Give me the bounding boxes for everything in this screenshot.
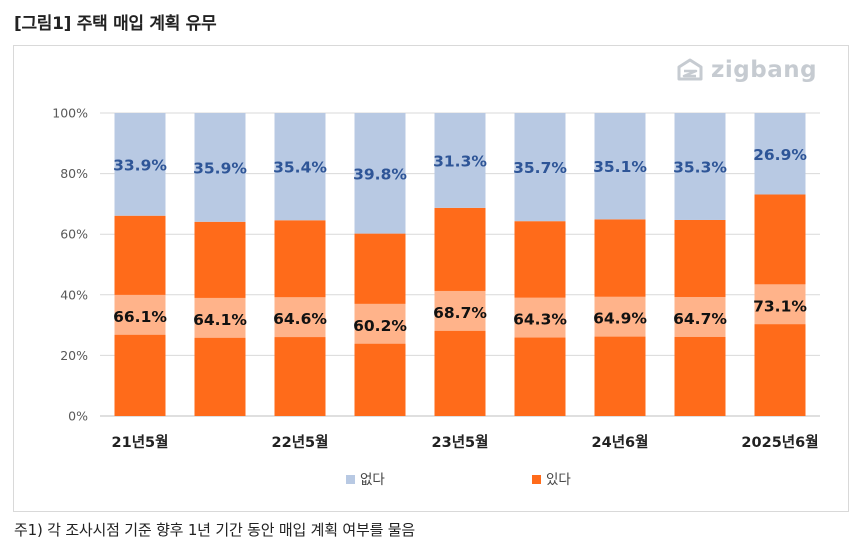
data-label-있다: 64.7% — [673, 310, 727, 328]
data-label-있다: 68.7% — [433, 304, 487, 322]
label-highlight-band — [674, 296, 726, 337]
data-label-없다: 26.9% — [753, 146, 807, 164]
bar-segment-없다 — [594, 113, 646, 220]
data-label-없다: 31.3% — [433, 152, 487, 170]
x-tick-label: 24년6월 — [592, 434, 649, 451]
data-label-없다: 35.9% — [193, 159, 247, 177]
data-label-없다: 35.7% — [513, 159, 567, 177]
label-highlight-band — [594, 296, 646, 337]
label-highlight-band — [194, 297, 246, 338]
data-label-있다: 66.1% — [113, 308, 167, 326]
figure-title: [그림1] 주택 매입 계획 유무 — [14, 14, 217, 34]
x-tick-label: 2025년6월 — [741, 434, 818, 451]
y-tick-label: 20% — [60, 348, 88, 363]
brand-logo: zigbang — [675, 57, 817, 83]
y-tick-label: 0% — [68, 409, 88, 424]
zigbang-logo-icon — [677, 58, 703, 81]
x-tick-label: 21년5월 — [112, 434, 169, 451]
data-label-있다: 64.6% — [273, 310, 327, 328]
data-label-없다: 35.3% — [673, 158, 727, 176]
y-tick-label: 60% — [60, 227, 88, 242]
x-tick-label: 22년5월 — [272, 434, 329, 451]
bar-segment-없다 — [514, 113, 566, 222]
data-label-없다: 39.8% — [353, 165, 407, 183]
label-highlight-band — [354, 303, 406, 344]
label-highlight-band — [514, 297, 566, 338]
bar-segment-없다 — [674, 113, 726, 220]
y-tick-label: 100% — [52, 106, 88, 121]
data-label-있다: 60.2% — [353, 317, 407, 335]
logo-text: zigbang — [711, 57, 818, 83]
y-tick-label: 80% — [60, 166, 88, 181]
data-label-있다: 64.1% — [193, 311, 247, 329]
label-highlight-band — [434, 290, 486, 331]
legend-swatch — [532, 475, 541, 484]
bar-segment-없다 — [194, 113, 246, 222]
data-label-없다: 35.4% — [273, 159, 327, 177]
bar-segment-없다 — [274, 113, 326, 221]
data-label-없다: 35.1% — [593, 158, 647, 176]
label-highlight-band — [754, 284, 806, 325]
bar-segment-없다 — [754, 113, 806, 195]
data-label-있다: 64.9% — [593, 310, 647, 328]
footnote: 주1) 각 조사시점 기준 향후 1년 기간 동안 매입 계획 여부를 물음 — [14, 521, 415, 539]
bar-segment-없다 — [434, 113, 486, 208]
bar-segment-없다 — [114, 113, 166, 216]
legend-label: 있다 — [546, 472, 571, 488]
data-label-있다: 73.1% — [753, 297, 807, 315]
y-tick-label: 40% — [60, 287, 88, 302]
data-label-있다: 64.3% — [513, 311, 567, 329]
label-highlight-band — [274, 297, 326, 338]
x-tick-label: 23년5월 — [432, 434, 489, 451]
legend-swatch — [346, 475, 355, 484]
bar-segment-없다 — [354, 113, 406, 234]
data-label-없다: 33.9% — [113, 156, 167, 174]
legend-label: 없다 — [360, 472, 385, 488]
label-highlight-band — [114, 294, 166, 335]
